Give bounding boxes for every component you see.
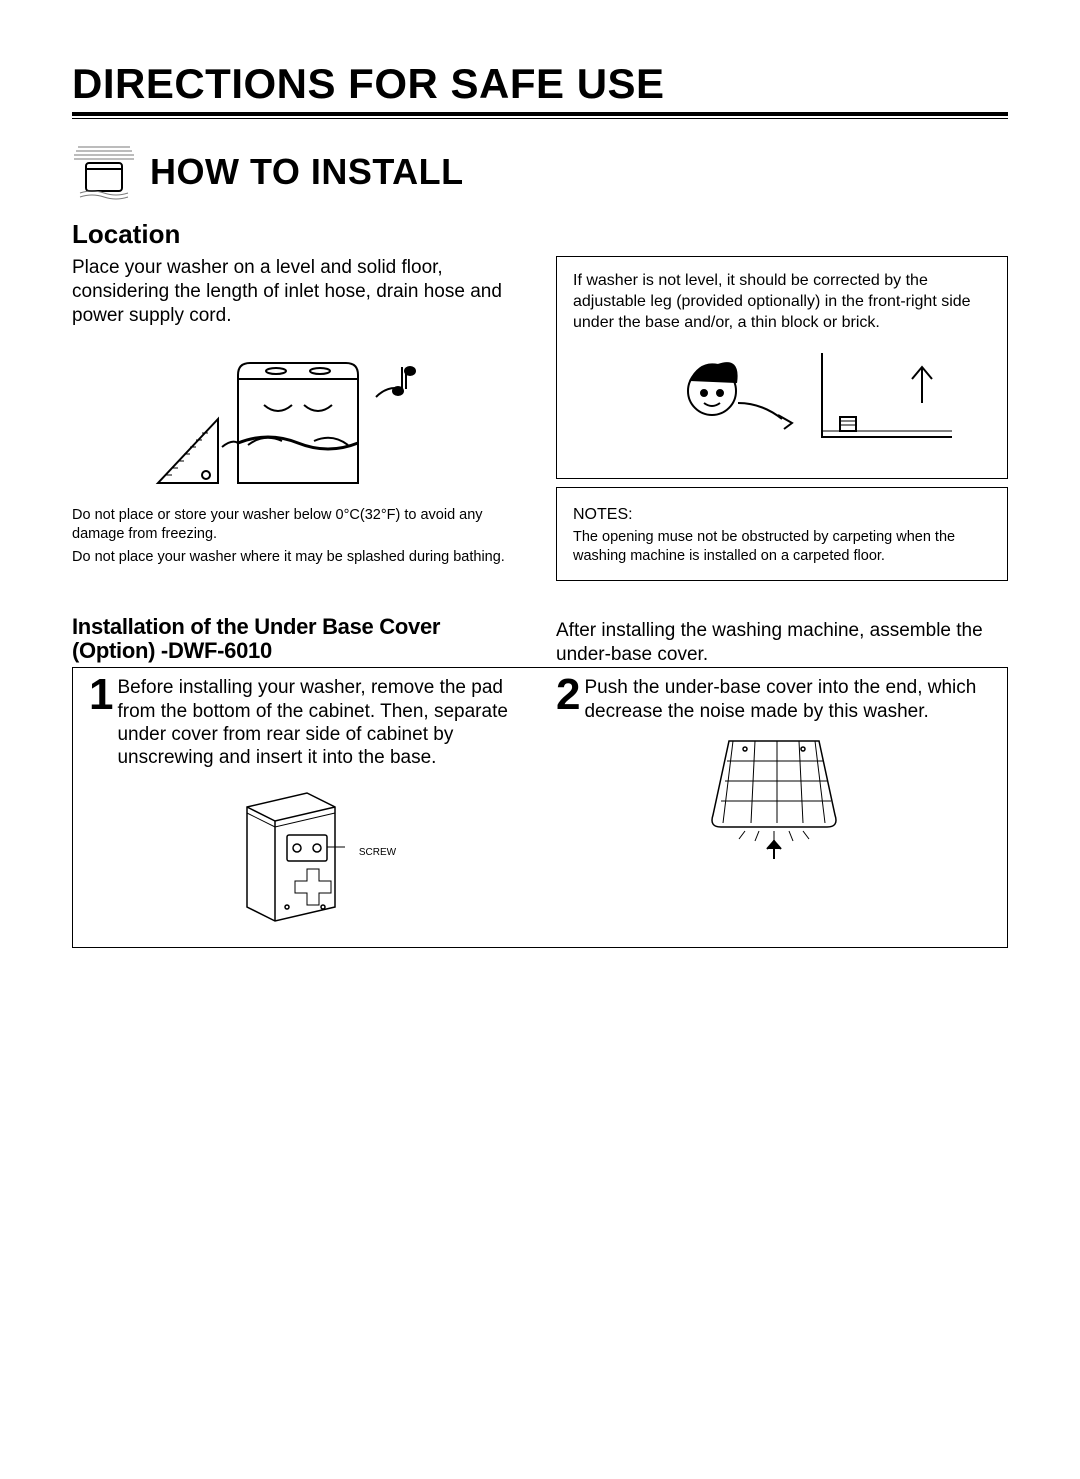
notes-label: NOTES:	[573, 506, 991, 524]
location-columns: Place your washer on a level and solid f…	[72, 256, 1008, 589]
location-note-freeze: Do not place or store your washer below …	[72, 506, 524, 544]
title-rule-thin	[72, 118, 1008, 119]
location-note-splash: Do not place your washer where it may be…	[72, 548, 524, 567]
notes-box: NOTES: The opening muse not be obstructe…	[556, 487, 1008, 581]
step-1-illustration: SCREW	[89, 777, 524, 927]
screw-label: SCREW	[359, 847, 396, 858]
notes-text: The opening muse not be obstructed by ca…	[573, 528, 991, 566]
step-2-number: 2	[556, 676, 580, 722]
level-illustration	[573, 343, 991, 458]
location-right: If washer is not level, it should be cor…	[556, 256, 1008, 589]
step-2-text: Push the under-base cover into the end, …	[584, 676, 991, 722]
location-left: Place your washer on a level and solid f…	[72, 256, 524, 589]
step-1-number: 1	[89, 676, 113, 769]
steps-box: 1 Before installing your washer, remove …	[72, 667, 1008, 948]
location-intro: Place your washer on a level and solid f…	[72, 256, 524, 327]
washer-motion-icon	[72, 143, 136, 201]
step-1: 1 Before installing your washer, remove …	[73, 668, 540, 947]
manual-page: DIRECTIONS FOR SAFE USE	[0, 0, 1080, 1008]
title-rule-thick	[72, 112, 1008, 116]
section-header: HOW TO INSTALL	[72, 143, 1008, 201]
underbase-after: After installing the washing machine, as…	[556, 619, 1008, 667]
location-heading: Location	[72, 219, 1008, 250]
underbase-heading: Installation of the Under Base Cover (Op…	[72, 615, 524, 663]
washer-sleep-illustration	[72, 335, 524, 500]
step-2: 2 Push the under-base cover into the end…	[540, 668, 1007, 947]
page-title: DIRECTIONS FOR SAFE USE	[72, 60, 1008, 108]
level-box: If washer is not level, it should be cor…	[556, 256, 1008, 479]
step-1-text: Before installing your washer, remove th…	[117, 676, 524, 769]
level-box-text: If washer is not level, it should be cor…	[573, 271, 991, 333]
step-2-illustration	[556, 731, 991, 866]
underbase-heading-row: Installation of the Under Base Cover (Op…	[72, 589, 1008, 667]
section-title: HOW TO INSTALL	[150, 151, 464, 193]
